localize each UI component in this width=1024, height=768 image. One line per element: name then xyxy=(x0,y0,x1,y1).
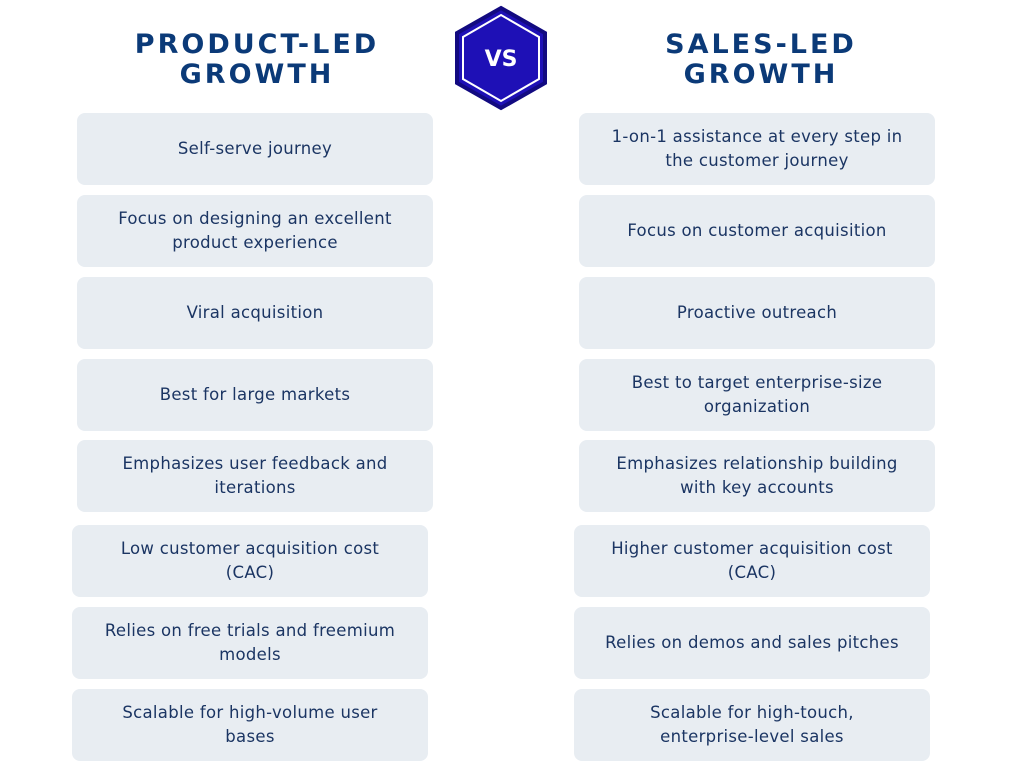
comparison-item: Higher customer acquisition cost (CAC) xyxy=(574,525,930,597)
title-line: PRODUCT-LED xyxy=(134,29,380,60)
comparison-item: Relies on demos and sales pitches xyxy=(574,607,930,679)
vs-hexagon xyxy=(455,5,547,111)
column-title: PRODUCT-LED GROWTH xyxy=(77,30,437,90)
comparison-item: Best for large markets xyxy=(77,359,433,431)
comparison-item: Emphasizes relationship building with ke… xyxy=(579,440,935,512)
title-line: SALES-LED xyxy=(665,29,857,60)
comparison-item: 1-on-1 assistance at every step in the c… xyxy=(579,113,935,185)
comparison-item: Emphasizes user feedback and iterations xyxy=(77,440,433,512)
comparison-item: Low customer acquisition cost (CAC) xyxy=(72,525,428,597)
title-line: GROWTH xyxy=(179,59,335,90)
comparison-item: Scalable for high-volume user bases xyxy=(72,689,428,761)
vs-badge: VS xyxy=(455,5,547,111)
vs-label: VS xyxy=(485,47,518,72)
vs-hexagon-ring xyxy=(462,13,540,103)
column-title: SALES-LED GROWTH xyxy=(581,30,941,90)
comparison-item: Self-serve journey xyxy=(77,113,433,185)
comparison-item: Viral acquisition xyxy=(77,277,433,349)
comparison-item: Best to target enterprise-size organizat… xyxy=(579,359,935,431)
comparison-item: Relies on free trials and freemium model… xyxy=(72,607,428,679)
comparison-item: Focus on designing an excellent product … xyxy=(77,195,433,267)
comparison-item: Scalable for high-touch, enterprise-leve… xyxy=(574,689,930,761)
comparison-item: Proactive outreach xyxy=(579,277,935,349)
comparison-item: Focus on customer acquisition xyxy=(579,195,935,267)
title-line: GROWTH xyxy=(683,59,839,90)
